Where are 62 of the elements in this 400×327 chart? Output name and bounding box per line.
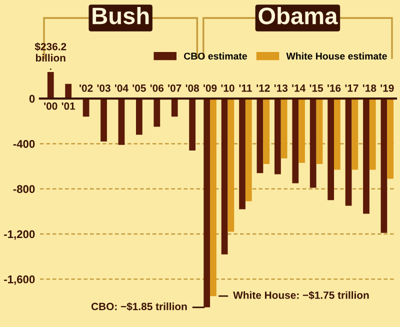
bar xyxy=(210,98,216,296)
bar xyxy=(136,98,142,135)
bar xyxy=(274,98,281,174)
x-tick-label: '18 xyxy=(362,84,376,92)
bar xyxy=(328,98,334,200)
bar xyxy=(239,98,246,210)
bar xyxy=(65,84,72,99)
bar xyxy=(100,98,107,142)
x-tick-label: '08 xyxy=(186,84,200,92)
bar xyxy=(118,98,125,145)
bar xyxy=(292,98,299,184)
x-tick-label: '04 xyxy=(114,84,128,92)
bar xyxy=(298,98,305,163)
bar xyxy=(204,98,210,308)
x-tick-label: '05 xyxy=(132,84,146,92)
bar xyxy=(316,98,323,164)
x-tick-label: '15 xyxy=(310,84,324,92)
y-tick-label: -400 xyxy=(13,140,35,148)
x-tick-label: '01 xyxy=(62,102,76,110)
bar xyxy=(256,98,264,174)
x-tick-label: '02 xyxy=(80,84,93,92)
bar xyxy=(345,98,352,206)
x-tick-label: '16 xyxy=(328,84,341,92)
annotation: White House: −$1.75 trillion xyxy=(233,291,369,300)
text: Obama xyxy=(258,6,338,24)
y-tick-label: -800 xyxy=(13,185,35,194)
y-tick-label: -1,200 xyxy=(4,230,35,240)
bar xyxy=(47,72,54,99)
text: Bush xyxy=(92,6,149,24)
bar xyxy=(380,98,388,233)
bar xyxy=(352,98,358,170)
x-tick-label: '17 xyxy=(345,84,358,92)
x-tick-label: '06 xyxy=(150,84,164,92)
bar xyxy=(369,98,376,170)
bar xyxy=(228,98,234,232)
y-tick-label: -1,600 xyxy=(4,275,35,285)
annotation: CBO: −$1.85 trillion xyxy=(91,302,187,311)
x-tick-label: '09 xyxy=(204,84,217,92)
bar xyxy=(171,98,178,117)
bar xyxy=(154,98,160,127)
y-tick-label: 0 xyxy=(29,94,35,103)
bar xyxy=(280,98,288,158)
x-tick-label: '14 xyxy=(292,84,306,92)
x-tick-label: '10 xyxy=(221,84,234,92)
bar xyxy=(387,98,394,179)
x-tick-label: '13 xyxy=(274,84,288,92)
bar xyxy=(363,98,370,214)
x-tick-label: '19 xyxy=(380,84,394,92)
bar xyxy=(263,98,270,164)
x-tick-label: '11 xyxy=(239,84,252,92)
legend-label: White House estimate xyxy=(286,52,387,60)
bar xyxy=(245,98,252,202)
x-tick-label: '07 xyxy=(168,84,182,92)
annotation: $236.2 billion xyxy=(34,42,66,62)
bar xyxy=(189,98,196,151)
bar xyxy=(334,98,340,170)
bar xyxy=(310,98,316,188)
x-tick-label: '03 xyxy=(97,84,110,92)
legend-label: CBO estimate xyxy=(184,52,248,60)
x-tick-label: '12 xyxy=(256,84,270,92)
bar xyxy=(221,98,228,254)
x-tick-label: '00 xyxy=(44,102,58,110)
